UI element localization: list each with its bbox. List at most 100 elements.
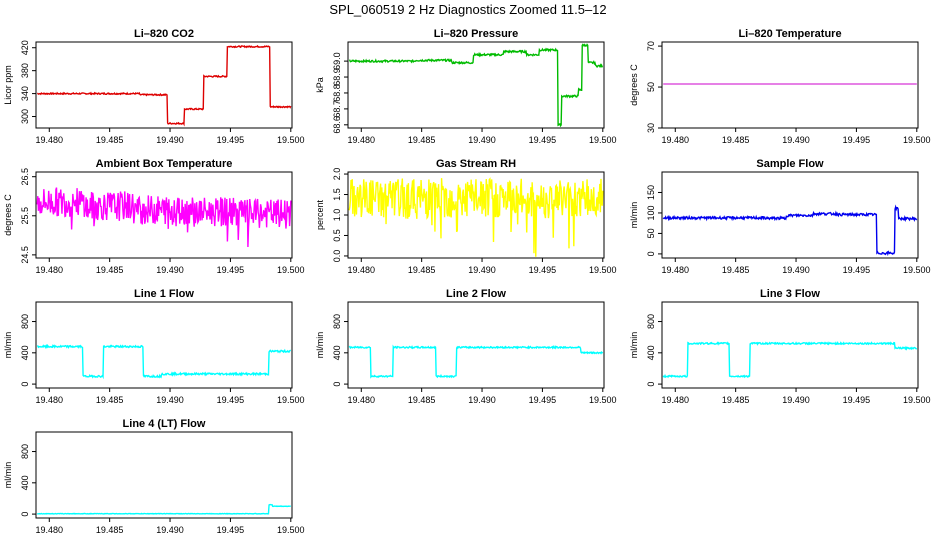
y-tick-label: 300 — [20, 109, 30, 124]
plot-frame — [661, 301, 919, 389]
x-tick-label: 19.495 — [217, 265, 245, 275]
chart-title-line-1-flow: Line 1 Flow — [134, 288, 194, 300]
x-tick-label: 19.490 — [468, 135, 496, 145]
chart-panel: Li–820 CO2 Licor ppm 300 340 380 420 19.480 19.… — [3, 28, 305, 145]
x-tick-label: 19.495 — [217, 525, 245, 535]
x-tick-label: 19.485 — [96, 525, 124, 535]
series-line-line-4-lt-flow — [37, 503, 291, 515]
x-tick-label: 19.500 — [277, 135, 305, 145]
series-line-gas-stream-rh — [348, 177, 604, 257]
y-axis-label: ml/min — [629, 332, 639, 359]
y-tick-label: 69.0 — [332, 52, 342, 70]
y-tick-label: 25.5 — [20, 207, 30, 225]
chart-title-li-820-co2: Li–820 CO2 — [134, 28, 194, 40]
y-axis-label: degrees C — [3, 194, 13, 236]
chart-panel: Li–820 Pressure kPa 68.668.768.868.969.0 19… — [315, 28, 617, 145]
y-tick-label: 1.0 — [332, 209, 342, 222]
y-axis-label: kPa — [315, 77, 325, 93]
chart-title-li-820-pressure: Li–820 Pressure — [434, 28, 518, 40]
series-line-line-1-flow — [37, 343, 291, 380]
x-tick-label: 19.500 — [277, 395, 305, 405]
y-tick-label: 380 — [20, 63, 30, 78]
x-tick-label: 19.495 — [529, 265, 557, 275]
x-tick-label: 19.490 — [468, 395, 496, 405]
y-axis-label: degrees C — [629, 64, 639, 106]
y-tick-label: 0.5 — [332, 229, 342, 242]
x-tick-label: 19.500 — [589, 135, 617, 145]
chart-title-ambient-box-temperature: Ambient Box Temperature — [96, 158, 233, 170]
y-axis-label: ml/min — [3, 462, 13, 489]
x-tick-label: 19.495 — [843, 395, 871, 405]
chart-panel: Line 1 Flow ml/min 0 400 800 19.480 19.485 19.4… — [3, 288, 305, 405]
x-tick-label: 19.490 — [156, 265, 184, 275]
y-tick-label: 70 — [646, 41, 656, 51]
chart-panel: Li–820 Temperature degrees C 30 50 70 19.480 1… — [629, 28, 931, 145]
x-tick-label: 19.485 — [408, 265, 436, 275]
chart-panel: Line 2 Flow ml/min 0 400 800 19.480 19.485 19.4… — [315, 288, 617, 405]
y-tick-label: 800 — [332, 314, 342, 329]
y-tick-label: 1.5 — [332, 188, 342, 201]
x-tick-label: 19.480 — [348, 395, 376, 405]
x-tick-label: 19.480 — [36, 395, 64, 405]
x-tick-label: 19.485 — [96, 395, 124, 405]
y-tick-label: 2.0 — [332, 168, 342, 181]
x-tick-label: 19.480 — [36, 135, 64, 145]
x-tick-label: 19.500 — [589, 395, 617, 405]
x-tick-label: 19.495 — [217, 395, 245, 405]
y-axis-label: ml/min — [3, 332, 13, 359]
x-tick-label: 19.490 — [782, 265, 810, 275]
plot-frame — [35, 171, 293, 259]
x-tick-label: 19.490 — [782, 395, 810, 405]
x-tick-label: 19.485 — [408, 135, 436, 145]
chart-title-li-820-temperature: Li–820 Temperature — [738, 28, 841, 40]
chart-panel: Gas Stream RH percent 0.0 0.5 1.0 1.5 2.0 19.48… — [315, 158, 617, 275]
y-tick-label: 50 — [646, 228, 656, 238]
series-line-li-820-co2 — [37, 44, 292, 127]
chart-panel: Line 3 Flow ml/min 0 400 800 19.480 19.485 19.4… — [629, 288, 931, 405]
y-tick-label: 30 — [646, 123, 656, 133]
x-tick-label: 19.500 — [589, 265, 617, 275]
x-tick-label: 19.500 — [903, 135, 931, 145]
figure-title: SPL_060519 2 Hz Diagnostics Zoomed 11.5–… — [329, 2, 607, 17]
chart-title-line-2-flow: Line 2 Flow — [446, 288, 506, 300]
chart-title-sample-flow: Sample Flow — [756, 158, 824, 170]
plot-frame — [347, 41, 605, 129]
x-tick-label: 19.495 — [843, 265, 871, 275]
series-line-ambient-box-temperature — [36, 187, 292, 247]
x-tick-label: 19.480 — [662, 395, 690, 405]
y-tick-label: 100 — [646, 205, 656, 220]
y-tick-label: 800 — [20, 444, 30, 459]
y-tick-label: 26.5 — [20, 168, 30, 186]
y-tick-label: 0 — [332, 382, 342, 387]
x-tick-label: 19.480 — [662, 265, 690, 275]
x-tick-label: 19.495 — [217, 135, 245, 145]
y-tick-label: 68.8 — [332, 84, 342, 102]
x-tick-label: 19.485 — [722, 395, 750, 405]
y-tick-label: 340 — [20, 86, 30, 101]
x-tick-label: 19.495 — [529, 395, 557, 405]
x-tick-label: 19.485 — [722, 265, 750, 275]
plot-frame — [347, 301, 605, 389]
chart-panel: Ambient Box Temperature degrees C 24.5 25.5… — [3, 158, 305, 275]
y-tick-label: 68.9 — [332, 68, 342, 86]
x-tick-label: 19.485 — [722, 135, 750, 145]
x-tick-label: 19.500 — [277, 265, 305, 275]
plot-frame — [661, 171, 919, 259]
x-tick-label: 19.485 — [96, 265, 124, 275]
x-tick-label: 19.480 — [36, 265, 64, 275]
y-tick-label: 0 — [20, 382, 30, 387]
x-tick-label: 19.490 — [156, 525, 184, 535]
series-line-sample-flow — [662, 204, 918, 257]
y-tick-label: 400 — [332, 345, 342, 360]
y-tick-label: 800 — [20, 314, 30, 329]
chart-panel: Sample Flow ml/min 0 50 100 150 19.480 19.485 19… — [629, 158, 931, 275]
x-tick-label: 19.480 — [348, 135, 376, 145]
y-axis-label: percent — [315, 199, 325, 230]
x-tick-label: 19.490 — [782, 135, 810, 145]
x-tick-label: 19.480 — [36, 525, 64, 535]
x-tick-label: 19.500 — [903, 395, 931, 405]
x-tick-label: 19.500 — [903, 265, 931, 275]
x-tick-label: 19.480 — [348, 265, 376, 275]
y-tick-label: 800 — [646, 314, 656, 329]
